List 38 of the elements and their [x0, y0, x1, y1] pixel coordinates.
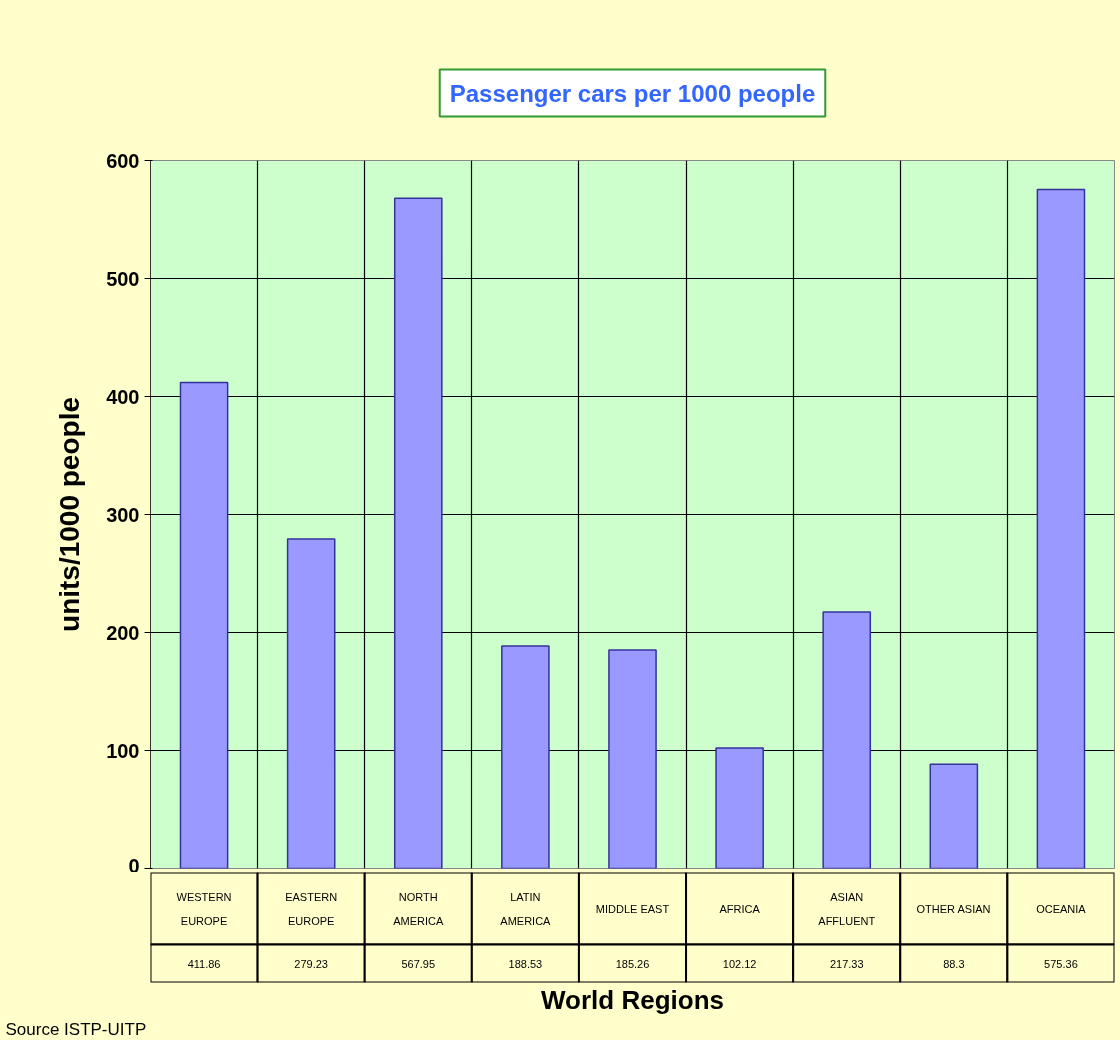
x-tick-label: OTHER ASIAN — [916, 902, 991, 915]
bar — [286, 538, 336, 869]
y-tick-label: 500 — [106, 267, 140, 290]
x-tick-label: OCEANIA — [1036, 902, 1087, 915]
data-label: 279.23 — [294, 957, 328, 970]
y-tick-label: 400 — [106, 385, 140, 408]
data-label: 185.26 — [615, 957, 650, 970]
bar — [822, 611, 872, 869]
chart-title: Passenger cars per 1000 people — [449, 79, 816, 107]
bar — [393, 197, 443, 869]
x-tick-label: LATIN AMERICA — [500, 890, 552, 927]
bar — [929, 763, 979, 869]
y-tick-label: 100 — [106, 739, 140, 762]
x-tick-label: MIDDLE EAST — [595, 902, 670, 915]
x-tick-label: AFRICA — [719, 902, 761, 915]
bar — [715, 747, 764, 869]
bar — [608, 649, 657, 869]
x-tick-label: WESTERN EUROPE — [176, 890, 232, 927]
data-label: 188.53 — [508, 957, 543, 970]
source-note: Source ISTP-UITP — [5, 1019, 147, 1039]
x-tick-label: NORTH AMERICA — [393, 890, 444, 927]
x-tick-label: EASTERN EUROPE — [285, 890, 338, 927]
y-tick-label: 0 — [128, 854, 140, 877]
data-label: 88.3 — [943, 957, 965, 970]
bar — [179, 381, 229, 869]
x-axis-title: World Regions — [541, 984, 724, 1015]
y-axis-title: units/1000 people — [54, 397, 86, 632]
data-label: 217.33 — [829, 957, 864, 970]
y-tick-label: 200 — [106, 621, 140, 644]
bar — [501, 645, 550, 869]
bar — [1036, 188, 1086, 869]
data-label: 575.36 — [1044, 957, 1078, 970]
y-tick-label: 600 — [106, 149, 140, 172]
y-tick-label: 300 — [106, 503, 140, 526]
data-label: 102.12 — [722, 957, 757, 970]
x-tick-label: ASIAN AFFLUENT — [818, 890, 876, 927]
data-label: 411.86 — [187, 957, 221, 970]
data-label: 567.95 — [401, 957, 436, 970]
